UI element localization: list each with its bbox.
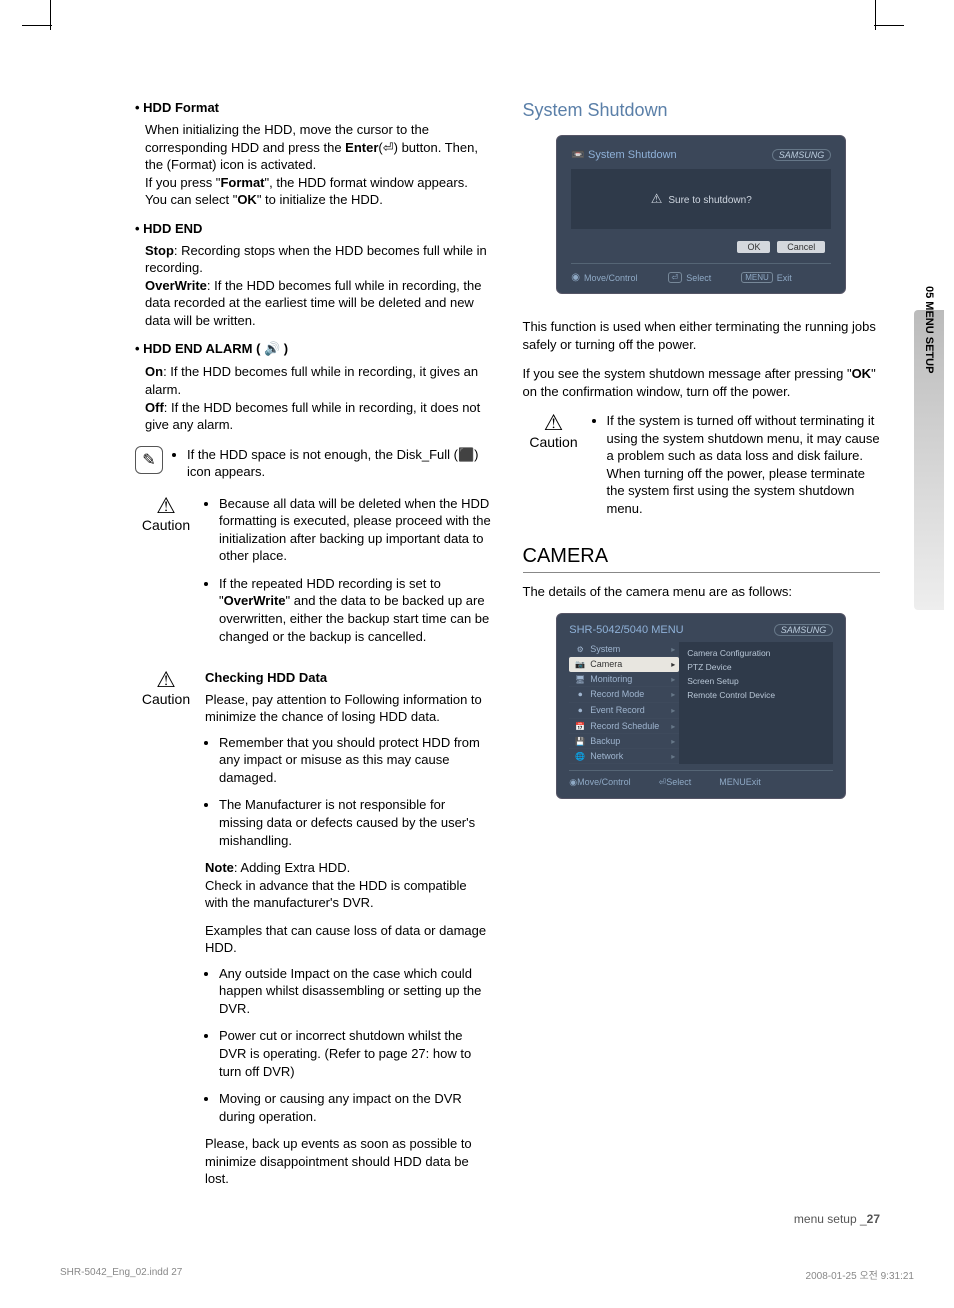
page-footer: menu setup _27 [135,1212,880,1226]
shutdown-body1: This function is used when either termin… [523,318,881,353]
dlg-title-text: 📼 System Shutdown [571,148,676,161]
print-foot-right: 2008-01-25 오전 9:31:21 [806,1267,914,1282]
menu-move: ◉Move/Control [569,777,630,788]
camera-heading: CAMERA [523,545,881,573]
caution2-intro: Please, pay attention to Following infor… [205,691,493,726]
dlg-message: ⚠Sure to shutdown? [571,169,831,229]
dlg-move: ◉Move/Control [571,272,637,283]
menu-item-record-mode[interactable]: ⏺Record Mode▸ [569,687,679,703]
caution1-item1: Because all data will be deleted when th… [219,495,493,565]
submenu-item[interactable]: Camera Configuration [687,646,825,660]
caution2-e1: Any outside Impact on the case which cou… [219,965,493,1018]
caution-label: ⚠ Caution [135,495,197,655]
caution-block-1: ⚠ Caution Because all data will be delet… [135,495,493,655]
menu-item-backup[interactable]: 💾Backup▸ [569,734,679,749]
camera-intro: The details of the camera menu are as fo… [523,583,881,601]
crop-mark [50,0,51,30]
submenu-item[interactable]: Screen Setup [687,674,825,688]
caution2-final: Please, back up events as soon as possib… [205,1135,493,1188]
warning-icon: ⚠ [135,669,197,691]
menu-sidebar: ⚙System▸📷Camera▸🖥Monitoring▸⏺Record Mode… [569,642,679,764]
crop-mark [22,25,52,26]
caution-block-right: ⚠ Caution If the system is turned off wi… [523,412,881,527]
caution2-note: Note: Adding Extra HDD. [205,859,493,877]
caution2-e3: Moving or causing any impact on the DVR … [219,1090,493,1125]
shutdown-dialog: 📼 System Shutdown SAMSUNG ⚠Sure to shutd… [556,135,846,294]
menu-item-monitoring[interactable]: 🖥Monitoring▸ [569,672,679,687]
menu-item-event-record[interactable]: ⏺Event Record▸ [569,703,679,719]
caution-label: ⚠ Caution [135,669,197,1188]
dlg-brand: SAMSUNG [772,149,832,161]
caution2-b1: Remember that you should protect HDD fro… [219,734,493,787]
note-icon: ✎ [135,446,163,474]
caution-block-2: ⚠ Caution Checking HDD Data Please, pay … [135,669,493,1188]
menu-select: ⏎Select [659,777,692,788]
note-text: If the HDD space is not enough, the Disk… [187,446,493,481]
ok-button[interactable]: OK [737,241,770,253]
warning-icon: ⚠ [523,412,585,434]
menu-item-record-schedule[interactable]: 📅Record Schedule▸ [569,719,679,734]
submenu-item[interactable]: PTZ Device [687,660,825,674]
dlg-exit: MENUExit [741,272,792,283]
dlg-brand: SAMSUNG [774,624,834,636]
shutdown-body2: If you see the system shutdown message a… [523,365,881,400]
menu-title-text: SHR-5042/5040 MENU [569,624,683,636]
menu-exit: MENUExit [719,777,761,788]
left-column: HDD Format When initializing the HDD, mo… [135,100,493,1202]
warning-icon: ⚠ [135,495,197,517]
print-foot-left: SHR-5042_Eng_02.indd 27 [60,1267,182,1282]
hdd-end-title: HDD END [135,221,493,236]
caution-label: ⚠ Caution [523,412,585,527]
right-column: System Shutdown 📼 System Shutdown SAMSUN… [523,100,881,1202]
menu-item-camera[interactable]: 📷Camera▸ [569,657,679,672]
hdd-alarm-title: HDD END ALARM ( 🔊 ) [135,341,493,357]
menu-submenu: Camera ConfigurationPTZ DeviceScreen Set… [679,642,833,764]
caution2-check: Check in advance that the HDD is compati… [205,877,493,912]
caution2-e2: Power cut or incorrect shutdown whilst t… [219,1027,493,1080]
cancel-button[interactable]: Cancel [777,241,825,253]
hdd-format-body: When initializing the HDD, move the curs… [145,121,493,209]
shutdown-heading: System Shutdown [523,100,881,121]
caution1-item2: If the repeated HDD recording is set to … [219,575,493,645]
hdd-format-title: HDD Format [135,100,493,115]
crop-mark [874,25,904,26]
menu-item-system[interactable]: ⚙System▸ [569,642,679,657]
warning-icon: ⚠ [651,191,663,206]
submenu-item[interactable]: Remote Control Device [687,688,825,702]
hdd-alarm-body: On: If the HDD becomes full while in rec… [145,363,493,433]
menu-item-network[interactable]: 🌐Network▸ [569,749,679,764]
menu-dialog: SHR-5042/5040 MENU SAMSUNG ⚙System▸📷Came… [556,613,846,799]
caution-right-text: If the system is turned off without term… [607,412,881,517]
checking-hdd-heading: Checking HDD Data [205,669,493,687]
note-block: ✎ If the HDD space is not enough, the Di… [135,446,493,481]
dlg-select: ⏎Select [668,272,712,283]
hdd-end-body: Stop: Recording stops when the HDD becom… [145,242,493,330]
caution2-examples: Examples that can cause loss of data or … [205,922,493,957]
crop-mark [875,0,876,30]
side-tab: 05 MENU SETUP [920,280,938,379]
print-footer: SHR-5042_Eng_02.indd 27 2008-01-25 오전 9:… [60,1267,914,1282]
caution2-b2: The Manufacturer is not responsible for … [219,796,493,849]
